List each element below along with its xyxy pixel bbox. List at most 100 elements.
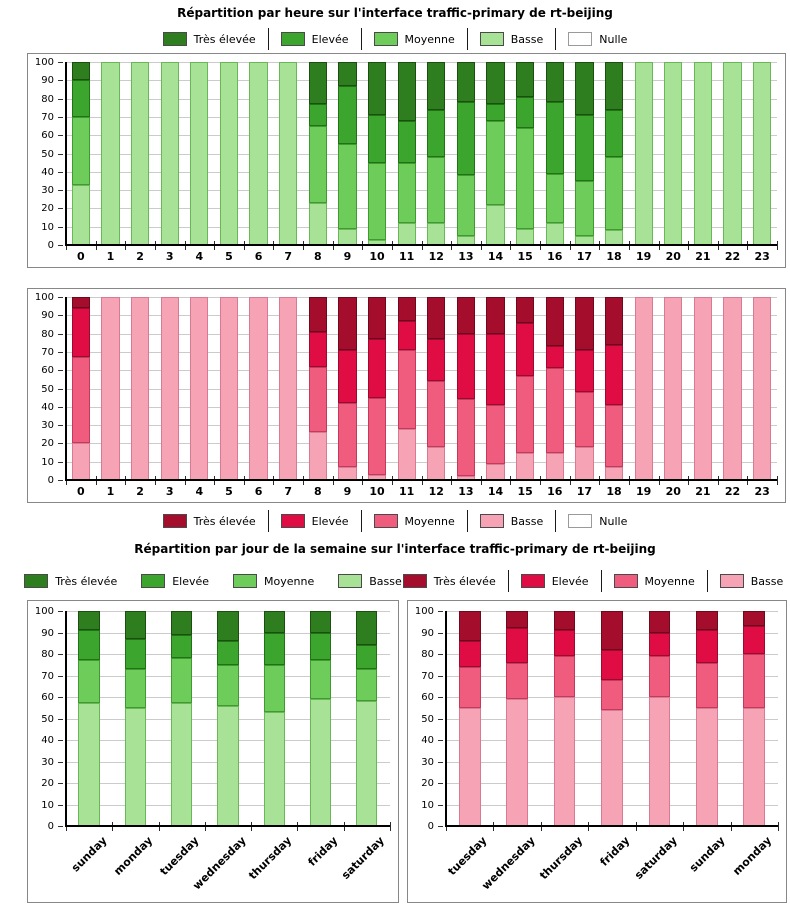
bar-segment — [308, 202, 327, 245]
y-tick-mark — [58, 406, 63, 408]
bar-segment — [356, 611, 378, 646]
legend-separator — [555, 28, 557, 50]
bar-segment — [743, 626, 766, 654]
legend-entry: Nulle — [568, 514, 627, 528]
plot-area: 0 1 2 3 4 5 6 7 8 9 10 11 12 13 14 15 16 17 18 19 20 21 22 23 — [65, 62, 778, 263]
y-tick-mark — [438, 761, 443, 763]
bar-segment — [308, 432, 327, 480]
bar-segment — [397, 223, 416, 245]
stacked-bar — [367, 62, 387, 245]
x-tick-label: 18 — [606, 485, 622, 498]
y-tick-mark — [58, 443, 63, 445]
bar-segment — [71, 80, 90, 117]
gridline — [66, 425, 777, 427]
stacked-bar — [695, 611, 718, 826]
legend-separator — [360, 510, 362, 532]
bar-segment — [356, 669, 378, 702]
stacked-bar — [693, 62, 713, 245]
legend-separator — [267, 510, 269, 532]
bar-segment — [338, 85, 357, 145]
stacked-bar — [743, 611, 766, 826]
stacked-bar — [160, 62, 179, 245]
bar-segment — [516, 96, 535, 128]
bar-segment — [309, 611, 332, 633]
stacked-bar — [693, 297, 713, 480]
bar-segment — [723, 297, 742, 480]
bar-segment — [356, 645, 378, 670]
gridline — [66, 351, 777, 353]
y-tick-mark — [58, 333, 63, 335]
y-tick-mark — [58, 370, 63, 372]
x-tick-label: 7 — [284, 250, 293, 263]
x-tick-label: 15 — [517, 250, 533, 263]
legend-label: Moyenne — [404, 514, 455, 528]
legend-separator — [706, 570, 708, 592]
bar-segment — [575, 392, 594, 448]
bar-segment — [458, 611, 481, 642]
gridline — [66, 297, 777, 298]
bar-segment — [743, 707, 766, 826]
bar-segment — [648, 697, 671, 826]
stacked-bar — [130, 297, 150, 480]
bar-segment — [217, 611, 239, 642]
y-tick-label: 100 — [34, 606, 54, 617]
legend-entry: Basse — [479, 514, 543, 528]
legend-label: Elevée — [311, 514, 349, 528]
bar-segment — [456, 399, 476, 477]
bar-segment — [427, 297, 446, 340]
legend-label: Nulle — [599, 514, 628, 528]
y-tick-label: 60 — [41, 692, 54, 703]
stacked-bar — [486, 62, 505, 245]
bar-segment — [545, 346, 564, 369]
y-tick-label: 70 — [41, 346, 54, 358]
bar-segment — [456, 175, 476, 236]
legend-entry: Basse — [719, 574, 783, 588]
stacked-bar — [78, 611, 100, 826]
y-tick-label: 100 — [414, 606, 434, 617]
legend-label: Moyenne — [644, 574, 695, 588]
y-tick-label: 100 — [34, 57, 54, 68]
bar-segment — [753, 62, 772, 245]
bar-segment — [486, 297, 505, 334]
stacked-bar — [753, 297, 772, 480]
bar-segment — [604, 297, 624, 345]
legend-entry: Très élevée — [162, 514, 256, 528]
bar-segment — [308, 297, 327, 332]
bar-segment — [263, 611, 285, 633]
y-tick-label: 30 — [41, 756, 54, 768]
bar-segment — [604, 109, 624, 158]
legend-label: Très élevée — [193, 514, 256, 528]
bar-segment — [171, 611, 193, 635]
gridline — [66, 315, 777, 317]
x-tick-label: 0 — [76, 485, 85, 498]
legend-separator — [507, 570, 509, 592]
bar-segment — [367, 297, 387, 340]
bar-segment — [516, 297, 535, 323]
legend-entry: Basse — [479, 32, 543, 46]
stacked-bar — [338, 297, 357, 480]
stacked-bar — [71, 297, 90, 480]
bar-segment — [249, 62, 268, 245]
bar-segment — [308, 104, 327, 127]
x-tick-label: thursday — [246, 834, 295, 883]
bar-segment — [545, 223, 564, 245]
legend-swatch — [338, 574, 363, 588]
bar-segment — [486, 104, 505, 121]
bar-segment — [601, 611, 623, 650]
bar-segment — [397, 350, 416, 429]
gridline — [66, 153, 777, 155]
x-tick-label: 7 — [284, 485, 293, 498]
y-tick-label: 80 — [41, 93, 54, 105]
y-tick-mark — [58, 388, 63, 390]
x-tick-mark — [778, 822, 779, 831]
bar-segment — [367, 115, 387, 163]
y-tick-label: 20 — [41, 438, 54, 450]
stacked-bar — [217, 611, 239, 826]
stacked-bar — [124, 611, 147, 826]
legend-entry: Elevée — [280, 514, 349, 528]
bar-segment — [171, 703, 193, 826]
x-tick-label: sunday — [68, 834, 110, 875]
bar-segment — [217, 664, 239, 706]
y-tick-label: 0 — [47, 240, 54, 251]
x-tick-label: saturday — [631, 834, 680, 882]
